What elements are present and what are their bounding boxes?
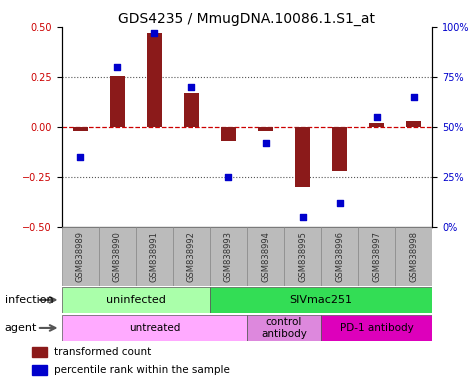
Bar bbox=[62, 287, 210, 313]
Text: percentile rank within the sample: percentile rank within the sample bbox=[54, 365, 229, 375]
Point bbox=[188, 84, 195, 90]
Text: PD-1 antibody: PD-1 antibody bbox=[340, 323, 414, 333]
Bar bbox=[173, 227, 210, 286]
Bar bbox=[332, 127, 347, 170]
Bar bbox=[321, 315, 432, 341]
Bar bbox=[32, 365, 48, 375]
Bar bbox=[62, 227, 99, 286]
Bar bbox=[32, 347, 48, 357]
Bar bbox=[247, 227, 284, 286]
Text: control
antibody: control antibody bbox=[261, 317, 307, 339]
Point bbox=[373, 114, 380, 120]
Text: GSM838990: GSM838990 bbox=[113, 231, 122, 282]
Bar bbox=[284, 227, 321, 286]
Bar bbox=[62, 315, 247, 341]
Point bbox=[225, 174, 232, 180]
Point bbox=[299, 214, 306, 220]
Text: GSM838998: GSM838998 bbox=[409, 231, 418, 282]
Bar bbox=[136, 227, 173, 286]
Bar bbox=[247, 315, 321, 341]
Bar bbox=[369, 123, 384, 127]
Point bbox=[114, 64, 121, 70]
Bar bbox=[321, 227, 358, 286]
Bar bbox=[110, 76, 125, 127]
Bar bbox=[99, 227, 136, 286]
Text: SIVmac251: SIVmac251 bbox=[290, 295, 352, 305]
Text: uninfected: uninfected bbox=[106, 295, 166, 305]
Bar bbox=[210, 287, 432, 313]
Text: transformed count: transformed count bbox=[54, 347, 151, 357]
Bar bbox=[406, 121, 421, 127]
Point bbox=[262, 140, 269, 146]
Bar bbox=[295, 127, 310, 187]
Text: GSM838997: GSM838997 bbox=[372, 231, 381, 282]
Bar bbox=[73, 127, 88, 131]
Text: GSM838993: GSM838993 bbox=[224, 231, 233, 282]
Point bbox=[410, 94, 418, 100]
Text: GSM838994: GSM838994 bbox=[261, 231, 270, 282]
Title: GDS4235 / MmugDNA.10086.1.S1_at: GDS4235 / MmugDNA.10086.1.S1_at bbox=[118, 12, 376, 26]
Bar bbox=[210, 227, 247, 286]
Text: agent: agent bbox=[5, 323, 37, 333]
Bar bbox=[184, 93, 199, 127]
Text: GSM838989: GSM838989 bbox=[76, 231, 85, 282]
Bar bbox=[258, 127, 273, 131]
Text: infection: infection bbox=[5, 295, 53, 305]
Bar bbox=[221, 127, 236, 141]
Point bbox=[151, 30, 158, 36]
Text: untreated: untreated bbox=[129, 323, 180, 333]
Bar bbox=[147, 33, 162, 127]
Text: GSM838991: GSM838991 bbox=[150, 231, 159, 282]
Bar bbox=[358, 227, 395, 286]
Point bbox=[76, 154, 84, 160]
Bar bbox=[395, 227, 432, 286]
Text: GSM838992: GSM838992 bbox=[187, 231, 196, 282]
Text: GSM838996: GSM838996 bbox=[335, 231, 344, 282]
Text: GSM838995: GSM838995 bbox=[298, 231, 307, 282]
Point bbox=[336, 200, 343, 206]
